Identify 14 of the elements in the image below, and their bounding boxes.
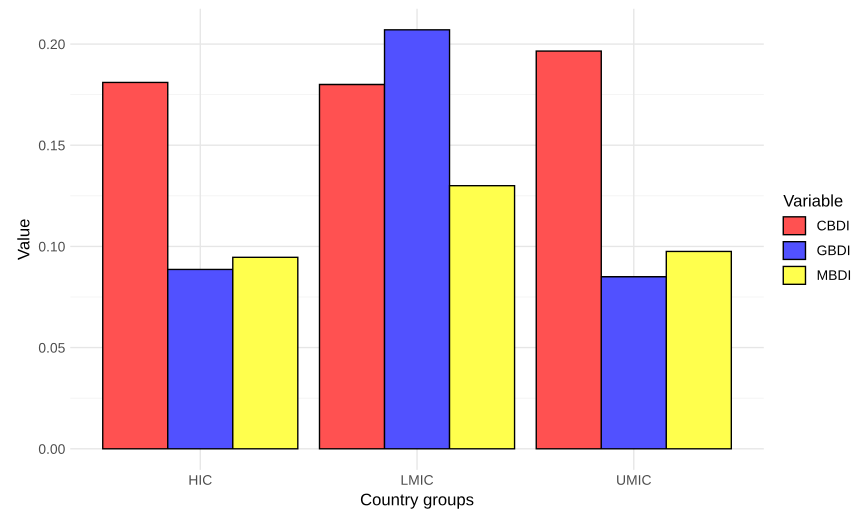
x-axis-title: Country groups [360,494,474,509]
x-tick-label: HIC [189,475,212,485]
legend-label: CBDI [817,220,848,230]
y-tick-label: 0.20 [38,39,65,50]
legend-label: GBDI [817,245,850,256]
legend-title: Variable [783,194,842,207]
legend-label: MBDI [818,270,850,280]
y-axis-title: Value [17,219,30,260]
y-tick-label: 0.05 [38,342,65,353]
y-tick-label: 0.00 [38,444,65,454]
y-tick-label: 0.10 [38,242,65,252]
x-tick-label: LMIC [402,475,434,485]
y-tick-label: 0.15 [38,140,65,150]
x-tick-label: UMIC [617,475,651,485]
